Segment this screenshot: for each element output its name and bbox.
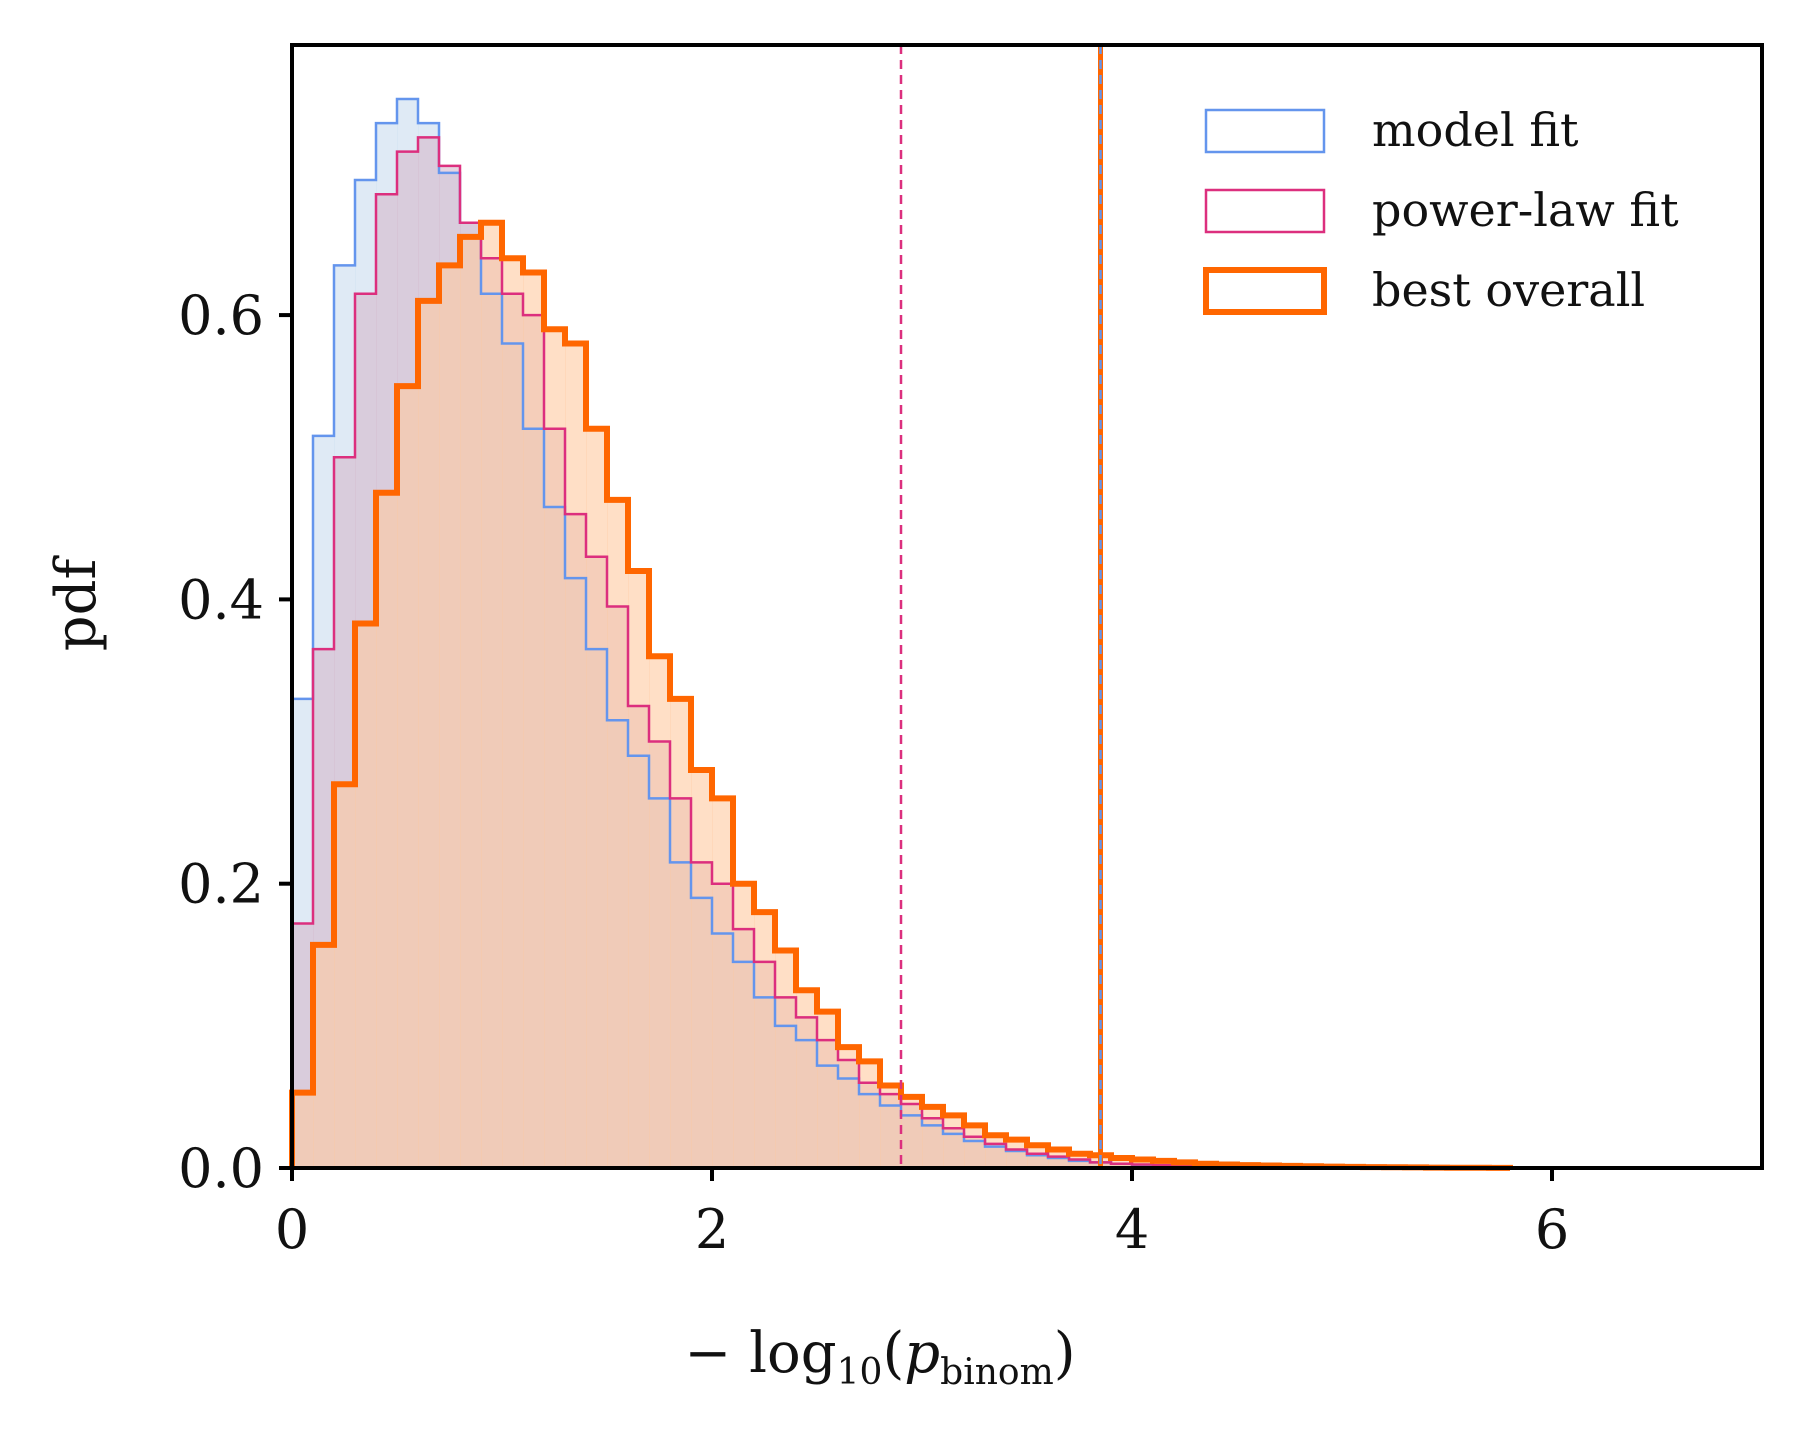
x-axis-label-prefix: − log <box>684 1321 836 1386</box>
best-overall-bar <box>313 944 335 1168</box>
x-axis-label-open: ( <box>882 1321 904 1386</box>
legend-label: power-law fit <box>1372 183 1679 237</box>
best-overall-bar <box>334 784 356 1168</box>
best-overall-bar <box>922 1106 944 1168</box>
x-tick-label: 6 <box>1535 1198 1569 1261</box>
best-overall-bar <box>376 492 398 1169</box>
plot-frame <box>290 43 1764 1170</box>
x-axis-label-sub10: 10 <box>837 1352 883 1393</box>
y-axis-ticks: 0.0 0.2 0.4 0.6 <box>178 284 292 1200</box>
best-overall-bar <box>481 222 503 1168</box>
x-tick-label: 2 <box>695 1198 729 1261</box>
best-overall-bar <box>565 343 587 1168</box>
best-overall-bar <box>397 386 419 1168</box>
best-overall-bar <box>817 1011 839 1168</box>
best-overall-bar <box>586 428 608 1168</box>
y-tick-label: 0.6 <box>178 284 264 347</box>
x-tick-label: 4 <box>1115 1198 1149 1261</box>
best-overall-bar <box>775 950 797 1168</box>
x-axis-label: − log10(pbinom) <box>684 1321 1075 1393</box>
x-axis-label-close: ) <box>1054 1321 1076 1386</box>
best-overall-bar <box>1027 1145 1049 1168</box>
legend-swatch <box>1204 188 1326 234</box>
legend-swatch <box>1204 108 1326 154</box>
best-overall-bar <box>502 258 524 1168</box>
best-overall-bar <box>607 499 629 1168</box>
y-axis-label: pdf <box>44 555 109 652</box>
best-overall-bar <box>691 769 713 1168</box>
best-overall-bar <box>712 798 734 1168</box>
legend-label: model fit <box>1372 103 1579 157</box>
y-tick-label: 0.4 <box>178 568 264 631</box>
legend: model fit power-law fit best overall <box>1203 103 1679 317</box>
best-overall-bar <box>796 990 818 1168</box>
threshold-lines <box>899 45 1103 1168</box>
best-overall-bar <box>649 656 671 1168</box>
best-overall-bar <box>355 623 377 1168</box>
best-overall-bar <box>628 570 650 1168</box>
best-overall-bar <box>418 300 440 1168</box>
best-overall-bar <box>523 272 545 1169</box>
best-overall-bar <box>733 883 755 1168</box>
best-overall-bar <box>754 912 776 1168</box>
best-overall-bar <box>544 329 566 1168</box>
best-overall-bar <box>838 1047 860 1168</box>
best-overall-bar <box>1006 1139 1028 1168</box>
best-overall-bar <box>460 236 482 1169</box>
x-axis-label-p: p <box>904 1321 940 1386</box>
best-overall-bar <box>439 265 461 1168</box>
best-overall-bar <box>292 1092 314 1168</box>
x-tick-label: 0 <box>275 1198 309 1261</box>
legend-swatch <box>1203 267 1327 315</box>
x-axis-ticks: 0 2 4 6 <box>275 1168 1569 1261</box>
histogram-fills <box>292 99 1511 1169</box>
best-overall-bar <box>670 698 692 1168</box>
x-axis-label-subscript: binom <box>940 1352 1054 1393</box>
best-overall-bar <box>859 1061 881 1168</box>
legend-label: best overall <box>1372 263 1645 317</box>
y-tick-label: 0.2 <box>178 853 264 916</box>
y-tick-label: 0.0 <box>178 1137 264 1200</box>
